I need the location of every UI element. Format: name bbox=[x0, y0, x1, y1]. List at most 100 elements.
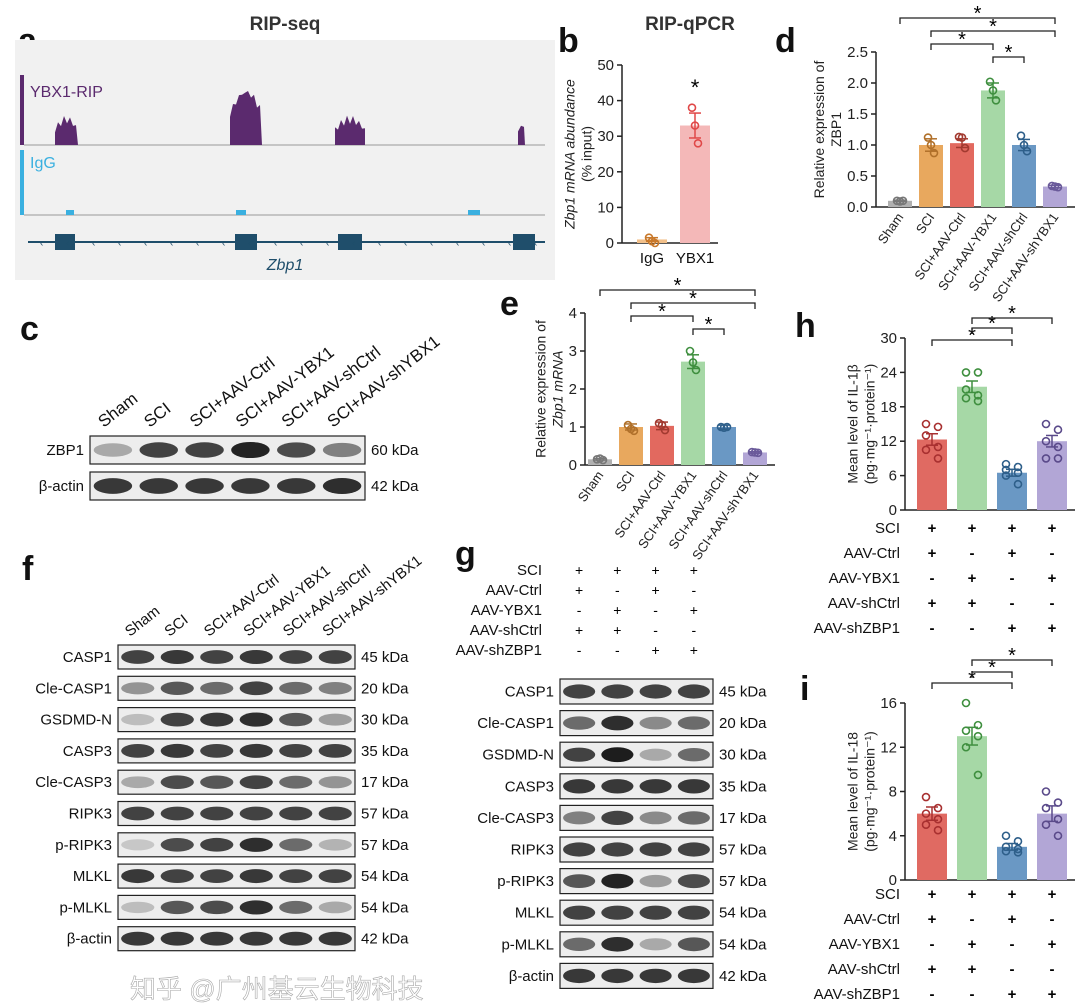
y-tick-label: 18 bbox=[880, 399, 897, 416]
blot-band bbox=[160, 712, 194, 727]
gene-exon bbox=[55, 234, 75, 250]
blot-row-label: β-actin bbox=[39, 478, 84, 495]
significance-star: * bbox=[658, 301, 666, 323]
data-point bbox=[1053, 425, 1063, 435]
blot-band bbox=[93, 443, 133, 457]
blot-band bbox=[121, 839, 155, 851]
data-point bbox=[961, 698, 971, 708]
blot-band bbox=[239, 775, 273, 790]
blot-row-label: GSDMD-N bbox=[40, 712, 112, 729]
condition-sign: + bbox=[575, 582, 583, 598]
data-point bbox=[1013, 468, 1023, 478]
data-point bbox=[1053, 831, 1063, 841]
bar bbox=[917, 813, 947, 880]
condition-sign: + bbox=[690, 562, 698, 578]
blot-band bbox=[200, 806, 234, 821]
blot-kda-label: 20 kDa bbox=[719, 715, 767, 732]
blot-band bbox=[200, 931, 234, 946]
condition-sign: + bbox=[575, 562, 583, 578]
condition-sign: - bbox=[930, 936, 935, 953]
blot-band bbox=[200, 650, 234, 664]
data-point bbox=[1001, 465, 1011, 475]
blot-kda-label: 57 kDa bbox=[361, 837, 409, 854]
blot-band bbox=[231, 441, 270, 459]
condition-sign: + bbox=[1048, 520, 1057, 537]
bar bbox=[681, 361, 705, 465]
data-point bbox=[1001, 846, 1011, 856]
data-point bbox=[921, 792, 931, 802]
blot-band bbox=[601, 842, 634, 857]
blot-panel-g: CASP1 45 kDa Cle-CASP1 20 kDa GSDMD-N 30 kDa C… bbox=[456, 562, 767, 990]
blot-band bbox=[200, 744, 234, 758]
blot-strip bbox=[117, 926, 356, 952]
y-axis-label: Zbp1 mRNA abundance bbox=[561, 79, 577, 230]
condition-sign: - bbox=[615, 582, 620, 598]
blot-band bbox=[601, 937, 634, 952]
significance-bracket bbox=[599, 289, 756, 296]
gene-strand-arrow: ‹ bbox=[92, 238, 95, 249]
gene-strand-arrow: ‹ bbox=[222, 238, 225, 249]
panel-letter-b: b bbox=[558, 22, 579, 60]
blot-band bbox=[563, 747, 596, 762]
data-point bbox=[687, 103, 697, 113]
condition-sign: + bbox=[928, 520, 937, 537]
data-point bbox=[1053, 798, 1063, 807]
blot-band bbox=[160, 931, 194, 946]
ybx1-peak bbox=[55, 116, 78, 145]
blot-band bbox=[639, 779, 672, 794]
gene-strand-arrow: ‹ bbox=[404, 238, 407, 249]
blot-band bbox=[318, 839, 352, 851]
panel-letter-f: f bbox=[22, 550, 34, 588]
condition-sign: - bbox=[653, 622, 658, 638]
y-tick-label: 1.5 bbox=[847, 106, 868, 123]
blot-band bbox=[563, 842, 596, 857]
igg-track-axis bbox=[20, 150, 24, 215]
blot-band bbox=[121, 713, 155, 726]
condition-sign: + bbox=[613, 622, 621, 638]
condition-label: AAV-shZBP1 bbox=[814, 620, 900, 637]
blot-band bbox=[160, 806, 194, 821]
gene-strand-arrow: ‹ bbox=[482, 238, 485, 249]
blot-kda-label: 20 kDa bbox=[361, 680, 409, 697]
data-point bbox=[957, 133, 967, 142]
blot-band bbox=[639, 874, 672, 888]
bar bbox=[957, 736, 987, 880]
blot-band bbox=[677, 874, 710, 889]
data-point bbox=[933, 814, 943, 824]
condition-sign: + bbox=[652, 582, 660, 598]
blot-band bbox=[93, 478, 133, 494]
blot-band bbox=[322, 478, 362, 494]
gene-exon bbox=[338, 234, 362, 250]
gene-strand-arrow: ‹ bbox=[534, 238, 537, 249]
data-point bbox=[923, 133, 933, 142]
blot-kda-label: 54 kDa bbox=[361, 899, 409, 916]
significance-star: * bbox=[705, 314, 713, 336]
y-axis-label-2: ZBP1 bbox=[828, 112, 844, 147]
gene-strand-arrow: ‹ bbox=[456, 238, 459, 249]
gene-strand-arrow: ‹ bbox=[508, 238, 511, 249]
significance-star: * bbox=[958, 29, 966, 51]
data-point bbox=[961, 368, 971, 377]
condition-sign: + bbox=[1048, 986, 1057, 1003]
track-label-ybx1-rip: YBX1-RIP bbox=[30, 84, 103, 101]
data-point bbox=[722, 422, 732, 432]
blot-band bbox=[231, 478, 270, 494]
condition-sign: + bbox=[968, 595, 977, 612]
blot-band bbox=[279, 681, 313, 695]
x-tick-label: Sham bbox=[575, 468, 607, 504]
y-tick-label: 2 bbox=[569, 381, 577, 398]
blot-band bbox=[601, 810, 634, 826]
data-point bbox=[685, 346, 695, 356]
y-tick-label: 0.0 bbox=[847, 199, 868, 216]
blot-band bbox=[601, 684, 634, 699]
panel-letter-c: c bbox=[20, 310, 39, 348]
blot-band bbox=[318, 901, 352, 914]
lane-label: SCI bbox=[161, 611, 191, 640]
data-point bbox=[933, 803, 943, 813]
significance-star: * bbox=[974, 3, 982, 25]
data-point bbox=[933, 422, 943, 432]
data-point bbox=[1041, 436, 1051, 446]
blot-band bbox=[677, 684, 710, 699]
blot-row-label: MLKL bbox=[515, 905, 554, 922]
